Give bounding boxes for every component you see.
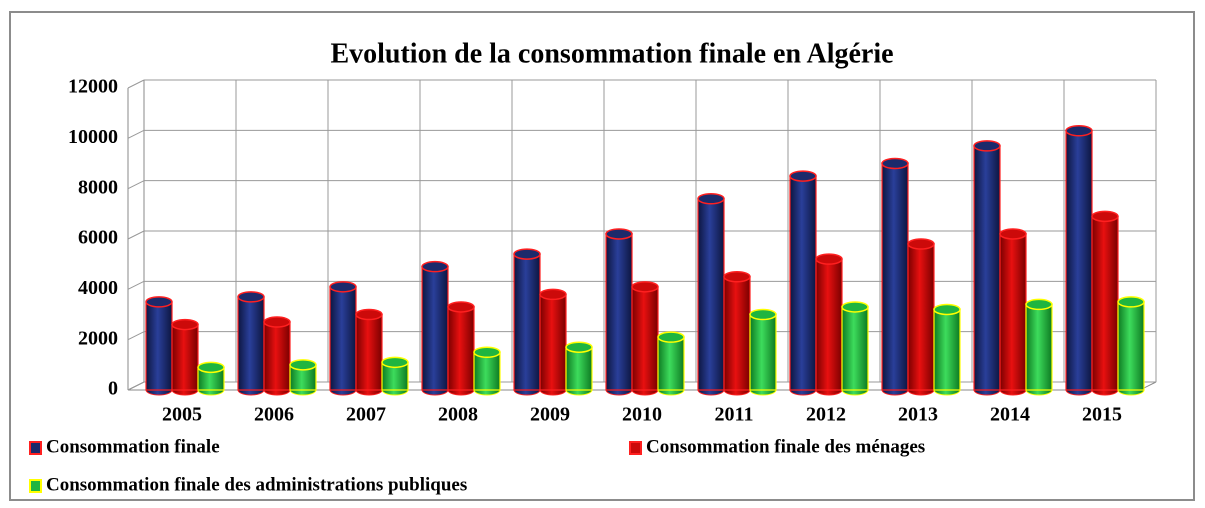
x-tick-label: 2015 <box>1082 404 1122 426</box>
legend-label: Consommation finale des administrations … <box>46 474 467 495</box>
bar-cap <box>539 288 567 301</box>
bar-cap <box>973 140 1001 152</box>
bar-cap <box>329 281 357 293</box>
bar-cap <box>815 253 843 265</box>
bar-cap <box>447 301 475 313</box>
bar <box>723 276 751 391</box>
bar-cap <box>881 157 909 170</box>
x-tick-label: 2010 <box>622 404 662 426</box>
bar <box>473 351 501 391</box>
bar-cap <box>907 238 935 250</box>
bar-cap <box>145 296 173 308</box>
bar <box>815 258 843 391</box>
grid-line-side <box>127 129 145 139</box>
legend-marker <box>29 479 42 493</box>
bar-cap <box>697 192 725 205</box>
bar-cap <box>631 281 659 293</box>
bar-cap <box>841 301 869 313</box>
grid-line-side <box>127 230 145 240</box>
bar <box>1025 303 1053 391</box>
legend-label: Consommation finale <box>46 436 220 457</box>
bar <box>631 286 659 391</box>
bar <box>841 306 869 391</box>
bar <box>421 266 449 391</box>
grid-line-side <box>127 79 145 89</box>
bar-cap <box>355 308 383 321</box>
legend-marker <box>629 441 642 455</box>
bar <box>697 198 725 391</box>
x-tick-label: 2007 <box>346 404 386 426</box>
grid-line-side <box>127 180 145 190</box>
bar <box>973 145 1001 391</box>
bar <box>145 301 173 391</box>
legend-label: Consommation finale des ménages <box>646 436 925 457</box>
chart-title: Evolution de la consommation finale en A… <box>330 38 893 69</box>
y-tick-label: 6000 <box>78 227 118 249</box>
bar <box>237 296 265 391</box>
bar <box>789 175 817 391</box>
bar <box>171 323 199 391</box>
bar-cap <box>789 170 817 182</box>
bar-cap <box>513 248 541 260</box>
bar-cap <box>605 228 633 240</box>
bar <box>565 346 593 391</box>
bar-cap <box>999 228 1027 240</box>
y-tick-label: 2000 <box>78 327 118 349</box>
bar <box>907 243 935 391</box>
bar-cap <box>565 341 593 353</box>
bar-cap <box>1065 125 1093 137</box>
bar <box>657 336 685 391</box>
bar <box>999 233 1027 391</box>
x-tick-label: 2006 <box>254 404 294 426</box>
y-tick-label: 8000 <box>78 176 118 198</box>
bar-cap <box>289 359 317 371</box>
bar <box>263 321 291 391</box>
bar <box>513 253 541 391</box>
x-tick-label: 2008 <box>438 404 478 426</box>
grid-line-side <box>127 331 145 341</box>
bar <box>749 313 777 391</box>
bar <box>1091 215 1119 391</box>
bar <box>605 233 633 391</box>
bar-cap <box>237 291 265 303</box>
bar-cap <box>933 303 961 316</box>
x-tick-label: 2011 <box>715 404 754 426</box>
bar <box>329 286 357 391</box>
x-tick-label: 2005 <box>162 404 202 426</box>
bar-cap <box>1025 298 1053 311</box>
bar-cap <box>1091 210 1119 223</box>
bar <box>933 308 961 391</box>
bar-cap <box>657 331 685 343</box>
y-tick-label: 12000 <box>68 76 118 98</box>
bar <box>1117 301 1145 391</box>
x-tick-label: 2014 <box>990 404 1030 426</box>
bar-cap <box>381 356 409 369</box>
y-tick-label: 10000 <box>68 126 118 148</box>
bar <box>881 162 909 391</box>
y-tick-label: 4000 <box>78 277 118 299</box>
legend-marker <box>29 441 42 455</box>
y-tick-label: 0 <box>108 378 118 400</box>
bar-cap <box>723 271 751 283</box>
bar-cap <box>421 260 449 273</box>
bar <box>539 293 567 391</box>
bar <box>1065 130 1093 391</box>
x-tick-label: 2012 <box>806 404 846 426</box>
bar <box>355 313 383 391</box>
grid-line-side <box>127 381 145 391</box>
bar-cap <box>749 308 777 321</box>
bar-cap <box>263 316 291 328</box>
bar-cap <box>473 346 501 358</box>
bar-cap <box>171 318 199 331</box>
bar <box>447 306 475 391</box>
x-tick-label: 2013 <box>898 404 938 426</box>
x-tick-label: 2009 <box>530 404 570 426</box>
bar-cap <box>197 361 225 374</box>
grid-line-side <box>127 280 145 290</box>
bar-cap <box>1117 296 1145 308</box>
